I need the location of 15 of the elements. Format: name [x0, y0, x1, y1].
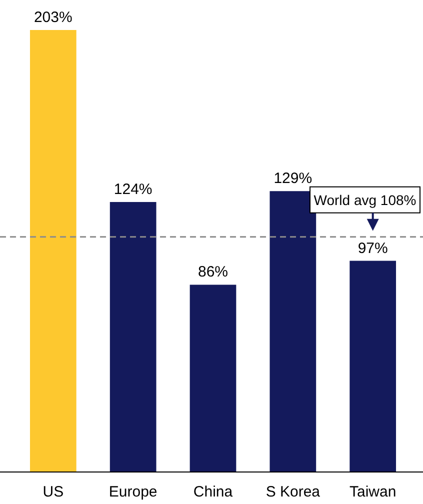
bar [350, 260, 396, 472]
bar [30, 30, 76, 472]
ref-line-label: World avg 108% [314, 192, 416, 208]
data-label: 129% [274, 170, 312, 188]
data-label: 97% [358, 240, 388, 257]
bar [190, 284, 236, 472]
data-label: 124% [114, 181, 152, 198]
x-tick-label: China [193, 484, 234, 501]
data-label: 203% [34, 9, 72, 26]
bar [110, 202, 156, 472]
data-label: 86% [198, 264, 228, 281]
x-tick-label: Taiwan [349, 484, 396, 501]
x-tick-label: US [42, 484, 64, 501]
x-tick-label: S Korea [266, 484, 321, 501]
x-tick-label: Europe [108, 484, 158, 501]
